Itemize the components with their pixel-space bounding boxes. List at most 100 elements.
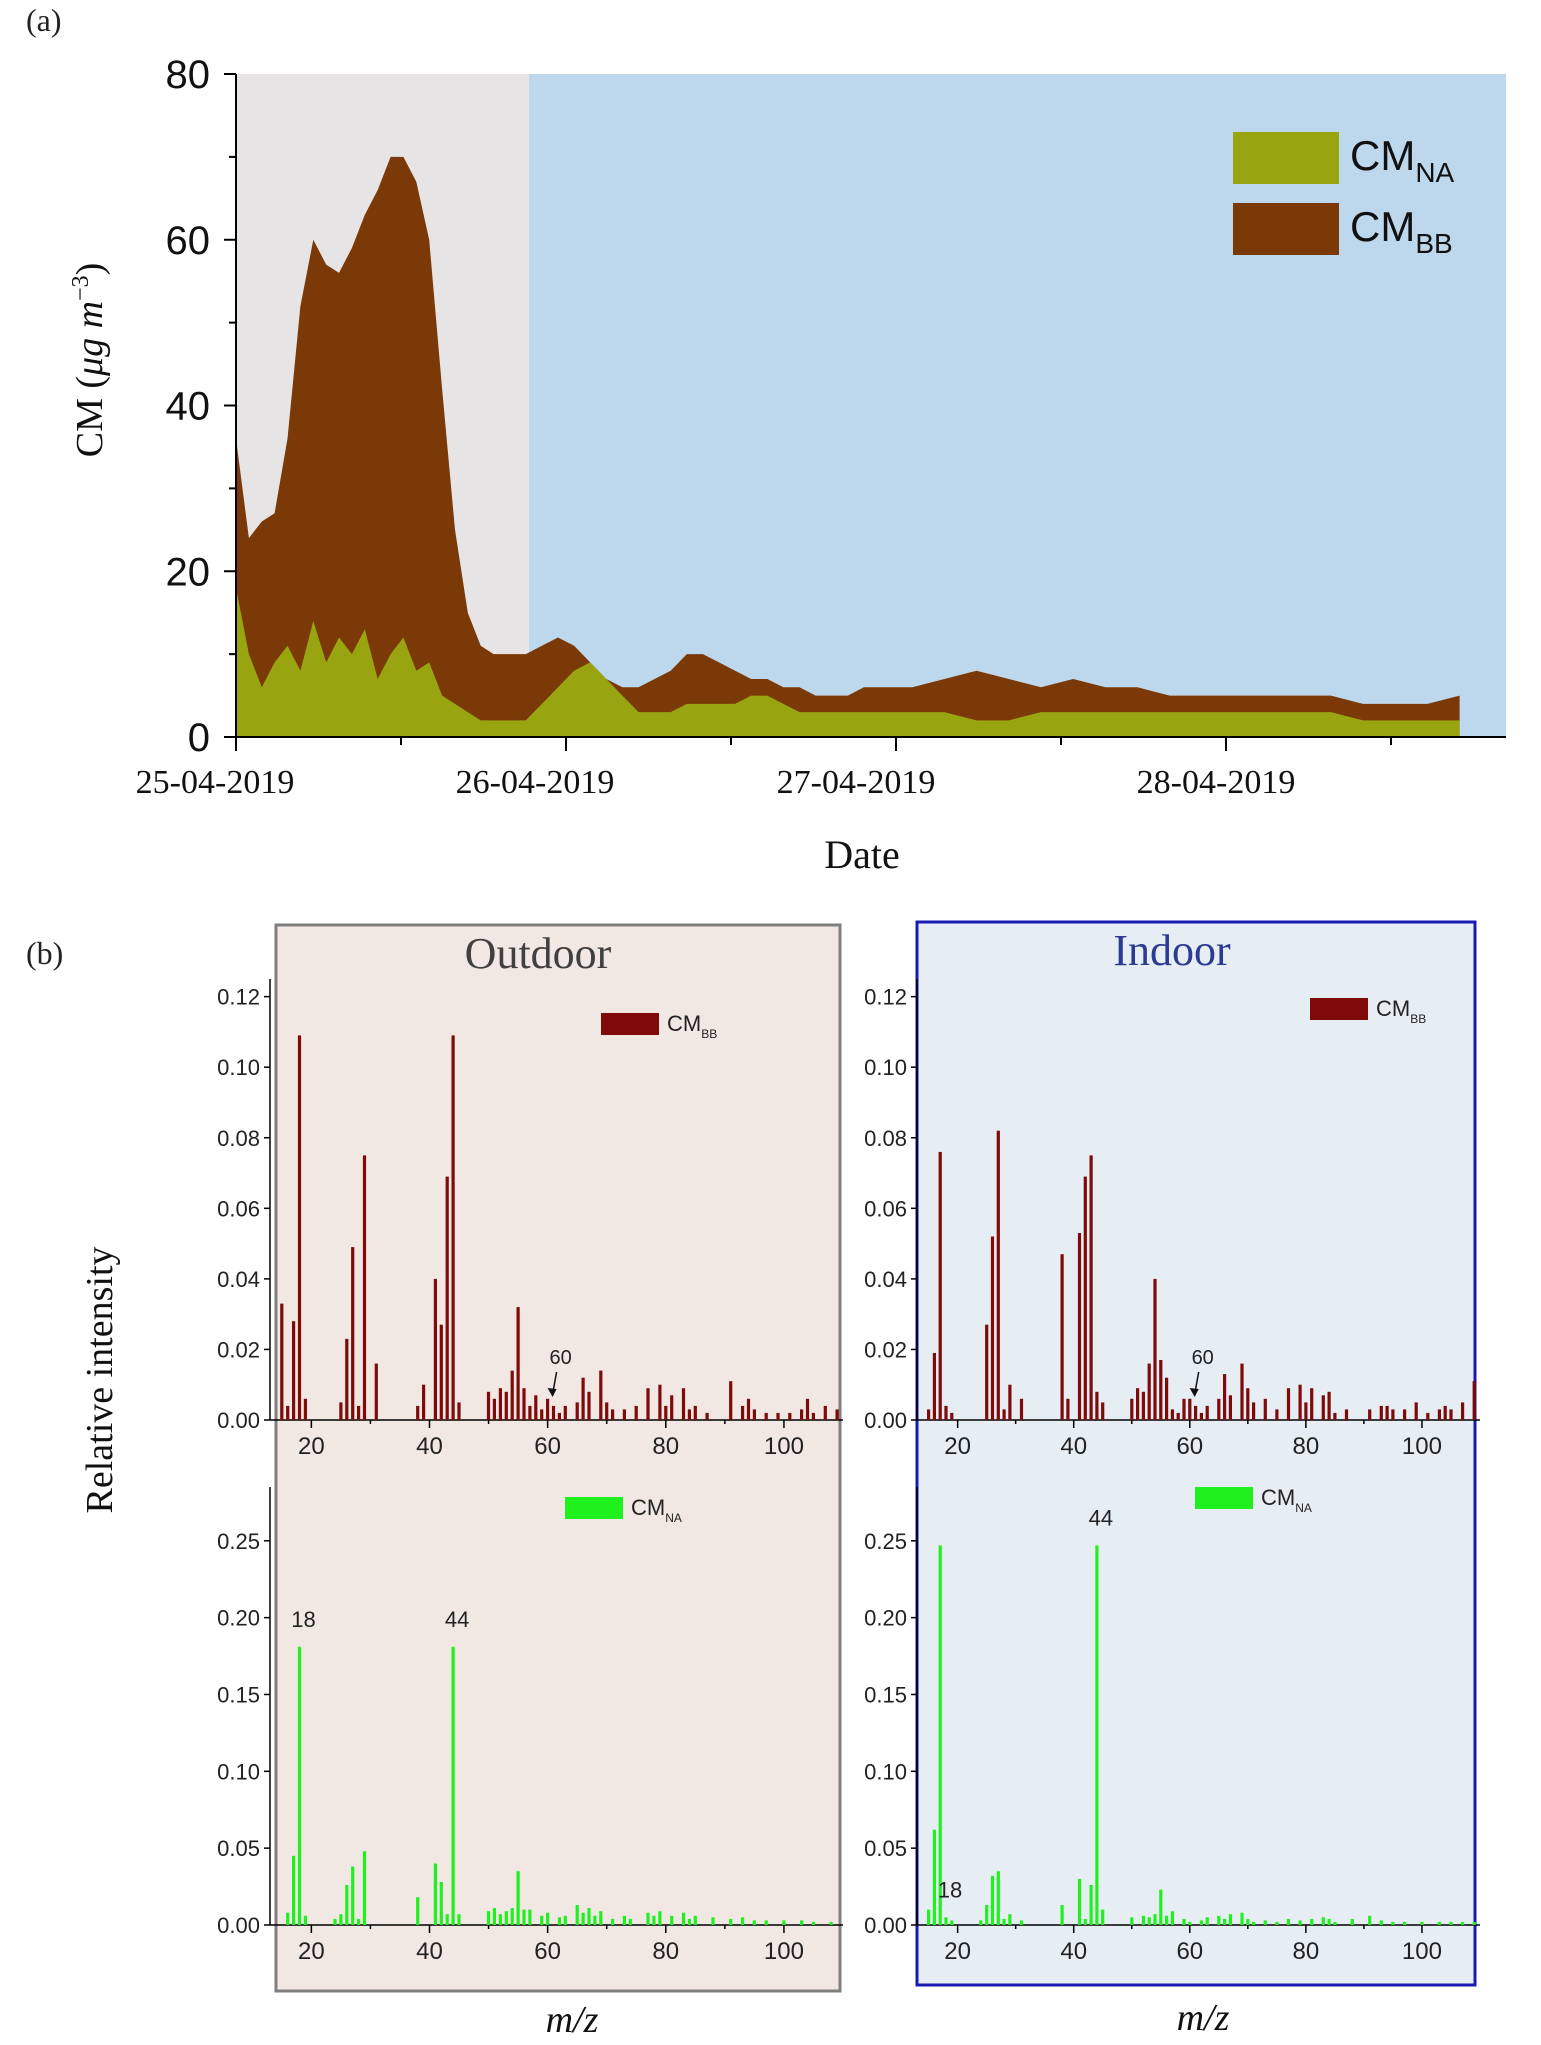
spectrum-bar <box>416 1405 420 1420</box>
x-tick-label: 40 <box>1060 1433 1087 1460</box>
spectrum-bar <box>587 1391 591 1420</box>
spectrum-bar <box>599 1370 603 1420</box>
spectrum-bar <box>1188 1921 1192 1925</box>
spectrum-bar <box>1176 1412 1180 1420</box>
spectrum-bar <box>805 1398 810 1420</box>
spectrum-bar <box>1170 1409 1174 1420</box>
spectrum-bar <box>292 1855 296 1925</box>
spectrum-bar <box>1443 1405 1447 1420</box>
spectrum-bar <box>1228 1914 1232 1925</box>
spectrum-bar <box>741 1405 745 1420</box>
spectrum-bar <box>938 1151 942 1420</box>
annotation-label: 60 <box>549 1347 571 1369</box>
spectrum-bar <box>927 1409 931 1420</box>
spectrum-bar <box>1153 1914 1157 1925</box>
spectrum-bar <box>1391 1921 1395 1925</box>
spectrum-bar <box>1019 1398 1024 1420</box>
spectrum-bar <box>1246 1388 1250 1420</box>
spectrum-bar <box>1083 1176 1087 1420</box>
peak-label: 44 <box>1089 1505 1113 1530</box>
spectrum-bar <box>297 1035 302 1420</box>
spectrum-bar <box>563 1915 567 1925</box>
x-tick-label: 80 <box>1293 1433 1320 1460</box>
spectrum-bar <box>1002 1918 1006 1925</box>
spectrum-bar <box>927 1909 931 1925</box>
x-tick-label: 27-04-2019 <box>777 764 936 801</box>
spectrum-bar <box>1205 1405 1209 1420</box>
y-tick-label: 0.20 <box>864 1606 907 1631</box>
spectrum-bar <box>1286 1918 1291 1925</box>
spectrum-bar <box>1327 1391 1331 1420</box>
y-tick-label: 0.08 <box>864 1126 907 1151</box>
x-tick-label: 100 <box>764 1433 804 1460</box>
spectrum-bar <box>1344 1409 1349 1420</box>
spectrum-bar <box>1368 1409 1372 1420</box>
spectrum-bar <box>510 1370 514 1420</box>
spectrum-bar <box>1153 1278 1157 1420</box>
legend-label-cm-na: CMNA <box>1350 132 1455 188</box>
spectrum-bar <box>1304 1402 1308 1420</box>
annotation-label: 60 <box>1192 1347 1214 1369</box>
spectrum-bar <box>693 1915 697 1925</box>
spectrum-bar <box>1101 1909 1105 1925</box>
spectrum-bar <box>510 1908 514 1925</box>
spectrum-bar <box>944 1405 948 1420</box>
spectrum-bar <box>593 1915 597 1925</box>
y-tick-label: 0.25 <box>217 1529 260 1554</box>
y-tick-label: 0.00 <box>864 1408 907 1433</box>
x-tick-label: 20 <box>298 1938 325 1965</box>
spectrum-bar <box>286 1405 290 1420</box>
y-tick-label: 0.00 <box>217 1408 260 1433</box>
spectrum-bar <box>950 1920 954 1925</box>
y-tick-label: 0.10 <box>217 1759 260 1784</box>
spectrum-bar <box>1223 1918 1227 1925</box>
spectrum-bar <box>1327 1918 1331 1925</box>
spectrum-bar <box>1217 1398 1221 1420</box>
legend-label: CMNA <box>1261 1485 1312 1515</box>
spectrum-bar <box>1472 1921 1476 1925</box>
spectrum-bar <box>1008 1384 1012 1420</box>
spectrum-bar <box>681 1388 686 1420</box>
y-tick-label: 0.20 <box>217 1606 260 1631</box>
y-tick-label: 0.15 <box>864 1682 907 1707</box>
spectrum-bar <box>705 1412 709 1420</box>
x-tick-label: 60 <box>534 1433 561 1460</box>
spectrum-bar <box>1310 1388 1314 1420</box>
spectrum-bar <box>1188 1398 1192 1420</box>
y-tick-label: 0.02 <box>217 1337 260 1362</box>
spectrum-bar <box>1437 1409 1441 1420</box>
spectrum-bar <box>823 1405 827 1420</box>
spectrum-bar <box>1141 1915 1145 1925</box>
x-tick-label: 60 <box>534 1938 561 1965</box>
spectrum-bar <box>1252 1402 1256 1420</box>
spectrum-bar <box>1275 1921 1279 1925</box>
y-tick-label: 0.04 <box>864 1267 907 1292</box>
y-tick-label: 0.10 <box>864 1055 907 1080</box>
spectrum-bar <box>492 1908 496 1925</box>
spectrum-bar <box>1414 1402 1418 1420</box>
indoor-bb-spectrum: 0.00 0.02 0.04 0.06 0.08 0.10 0.12 20 40 60 80 100 C… <box>864 979 1480 1460</box>
x-tick-label: 60 <box>1176 1938 1203 1965</box>
y-tick-label: 60 <box>166 219 211 263</box>
spectrum-bar <box>776 1412 780 1420</box>
spectrum-bar <box>611 1918 615 1925</box>
spectrum-bar <box>351 1247 355 1420</box>
legend: CMNA CMBB <box>1233 132 1455 259</box>
panel-b-y-label: Relative intensity <box>79 1246 121 1513</box>
spectrum-bar <box>575 1402 579 1420</box>
spectrum-bar <box>932 1829 936 1925</box>
spectrum-bar <box>457 1914 461 1925</box>
spectrum-bar <box>557 1917 561 1925</box>
spectrum-bar <box>1275 1409 1279 1420</box>
spectrum-bar <box>1368 1915 1372 1925</box>
y-tick-label: 0.04 <box>217 1267 260 1292</box>
spectrum-bar <box>1136 1388 1140 1420</box>
spectrum-bar <box>1083 1918 1087 1925</box>
x-tick-label: 100 <box>764 1938 804 1965</box>
spectrum-bar <box>416 1897 420 1925</box>
y-tick-label: 0.02 <box>864 1337 907 1362</box>
spectrum-bar <box>422 1384 426 1420</box>
spectrum-bar <box>303 1915 307 1925</box>
spectrum-bar <box>374 1363 378 1420</box>
spectrum-bar <box>1089 1155 1093 1420</box>
